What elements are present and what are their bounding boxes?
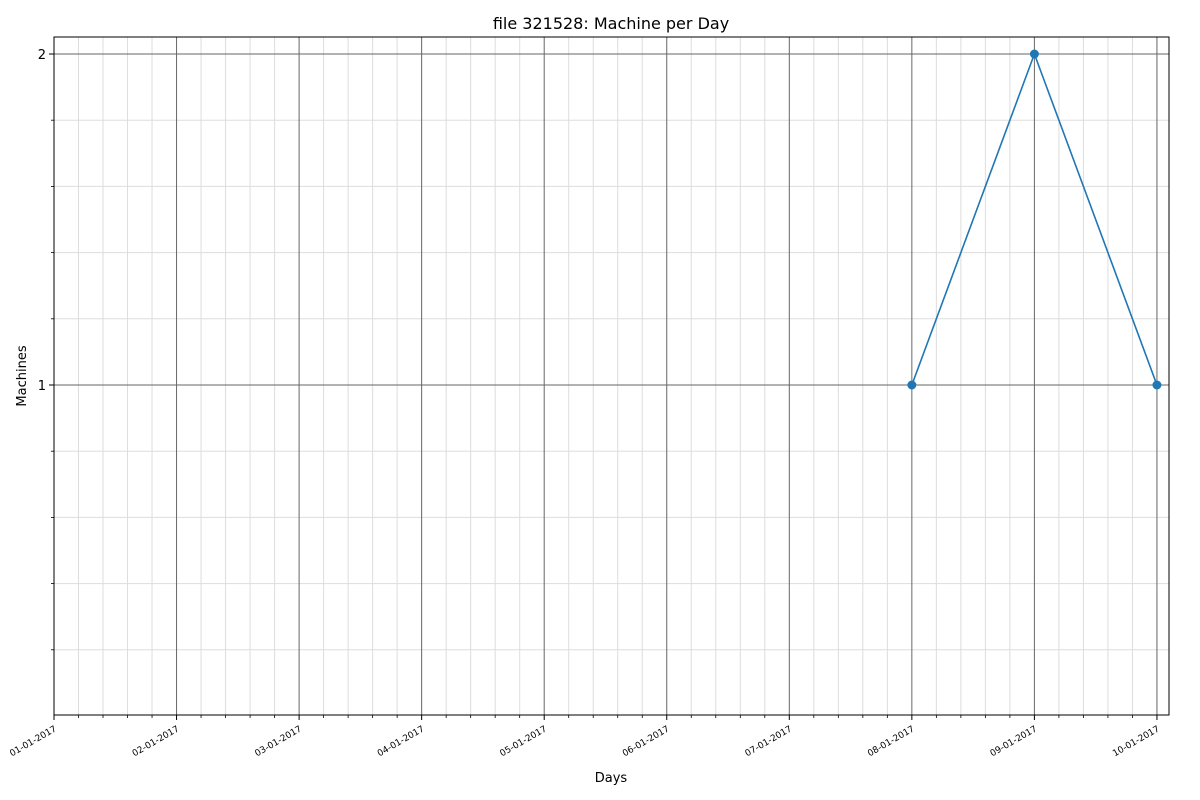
major-grid — [53, 37, 1169, 715]
x-tick-label: 06-01-2017 — [621, 724, 671, 759]
tick-marks — [49, 53, 1158, 720]
x-tick-labels: 01-01-2017 02-01-2017 03-01-2017 04-01-2017… — [8, 724, 1161, 759]
y-axis-label: Machines — [15, 345, 30, 406]
series-layer — [907, 49, 1162, 390]
y-tick-label: 1 — [38, 379, 46, 394]
x-tick-label: 03-01-2017 — [253, 724, 303, 759]
y-tick-label: 2 — [38, 48, 46, 63]
x-tick-label: 10-01-2017 — [1111, 724, 1161, 759]
x-tick-label: 04-01-2017 — [376, 724, 426, 759]
y-tick-labels: 12 — [38, 48, 46, 394]
minor-grid — [54, 37, 1169, 715]
x-tick-label: 08-01-2017 — [866, 724, 916, 759]
data-point — [907, 380, 917, 390]
x-tick-label: 09-01-2017 — [989, 724, 1039, 759]
data-point — [1152, 380, 1162, 390]
x-axis-label: Days — [595, 771, 628, 786]
x-tick-label: 07-01-2017 — [744, 724, 794, 759]
x-tick-label: 05-01-2017 — [499, 724, 549, 759]
plot-frame — [53, 36, 1170, 716]
data-point — [1029, 49, 1039, 59]
chart-title: file 321528: Machine per Day — [493, 14, 729, 33]
x-tick-label: 02-01-2017 — [131, 724, 181, 759]
x-tick-label: 01-01-2017 — [8, 724, 58, 759]
